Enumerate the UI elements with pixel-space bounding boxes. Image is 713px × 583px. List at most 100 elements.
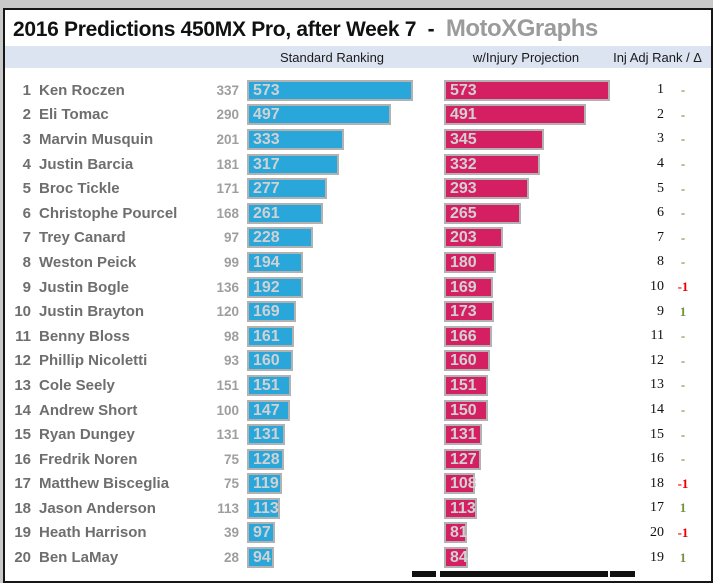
injury-adjusted-rank: 13: [650, 377, 664, 393]
rank-number: 4: [22, 155, 31, 173]
standard-ranking-bar: 169: [247, 301, 296, 323]
standard-ranking-bar-area: 192: [247, 276, 419, 298]
rank-delta: -1: [677, 524, 689, 540]
rank-delta: -: [680, 352, 686, 368]
rider-row: 13 Cole Seely 151 151 151 13-: [5, 373, 711, 398]
standard-ranking-bar: 151: [247, 374, 291, 396]
standard-ranking-bar: 261: [247, 202, 323, 224]
injury-adjusted-rank: 19: [650, 549, 664, 565]
injury-projection-bar: 160: [444, 350, 490, 372]
injury-projection-bar-area: 203: [444, 227, 614, 249]
rider-row: 15 Ryan Dungey 131 131 131 15-: [5, 422, 711, 447]
standard-ranking-bar-area: 169: [247, 301, 419, 323]
rider-name: Justin Bogle: [39, 278, 130, 296]
standard-ranking-bar: 228: [247, 227, 313, 249]
injury-projection-bar-area: 81: [444, 522, 614, 544]
standard-ranking-bar: 128: [247, 448, 284, 470]
standard-ranking-bar: 317: [247, 153, 339, 175]
column-header-standard-ranking: Standard Ranking: [279, 50, 385, 65]
rider-name: Ken Roczen: [39, 81, 125, 99]
rider-row: 9 Justin Bogle 136 192 169 10 -1: [5, 275, 711, 300]
injury-projection-bar-area: 127: [444, 448, 614, 470]
injury-adjusted-rank: 9: [657, 303, 664, 319]
rider-row: 12 Phillip Nicoletti 93 160 160 12-: [5, 349, 711, 374]
standard-ranking-bar-area: 128: [247, 448, 419, 470]
standard-ranking-bar: 147: [247, 399, 290, 421]
rider-name: Ryan Dungey: [39, 426, 135, 444]
standard-ranking-bar-area: 97: [247, 522, 419, 544]
injury-projection-bar: 265: [444, 202, 521, 224]
rank-number: 11: [15, 327, 31, 345]
rank-number: 14: [14, 401, 31, 419]
rider-name: Jason Anderson: [39, 499, 156, 517]
rank-delta: -: [680, 82, 686, 98]
standard-ranking-bar-area: 151: [247, 374, 419, 396]
rank-number: 18: [14, 499, 31, 517]
injury-adjusted-rank: 1: [657, 82, 664, 98]
standard-ranking-bar: 94: [247, 547, 274, 569]
injury-projection-bar: 173: [444, 301, 494, 323]
rider-name: Eli Tomac: [39, 106, 109, 124]
secondary-value: 181: [216, 156, 239, 172]
secondary-value: 75: [223, 476, 239, 492]
rider-name: Justin Barcia: [39, 155, 134, 173]
standard-ranking-bar-area: 113: [247, 497, 419, 519]
injury-projection-bar: 84: [444, 547, 468, 569]
secondary-value: 100: [216, 402, 239, 418]
rider-row: 10 Justin Brayton 120 169 173 9 1: [5, 299, 711, 324]
rank-number: 9: [22, 278, 31, 296]
rider-row: 16 Fredrik Noren 75 128 127 16-: [5, 447, 711, 472]
secondary-value: 151: [216, 377, 239, 393]
injury-projection-bar: 150: [444, 399, 488, 421]
injury-adjusted-rank: 11: [650, 328, 664, 344]
column-header-injury-projection: w/Injury Projection: [472, 50, 580, 65]
rider-name: Justin Brayton: [39, 303, 145, 321]
secondary-value: 39: [223, 525, 239, 541]
injury-adjusted-rank: 8: [657, 254, 664, 270]
standard-ranking-bar-area: 261: [247, 202, 419, 224]
rider-row: 5 Broc Tickle 171 277 293 5-: [5, 176, 711, 201]
injury-projection-bar-area: 151: [444, 374, 614, 396]
standard-ranking-bar: 131: [247, 424, 285, 446]
rank-delta: -: [680, 402, 686, 418]
injury-adjusted-rank: 2: [657, 106, 664, 122]
injury-projection-bar: 151: [444, 374, 488, 396]
rider-row: 7 Trey Canard 97 228 203 7-: [5, 226, 711, 251]
rider-row: 14 Andrew Short 100 147 150 14-: [5, 398, 711, 423]
rank-delta: 1: [679, 500, 687, 516]
secondary-value: 113: [217, 500, 239, 516]
rank-number: 19: [14, 524, 31, 542]
rider-name: Benny Bloss: [39, 327, 130, 345]
rider-row: 3 Marvin Musquin 201 333 345 3-: [5, 127, 711, 152]
standard-ranking-bar-area: 573: [247, 79, 419, 101]
rank-delta: -: [680, 106, 686, 122]
injury-projection-bar-area: 173: [444, 301, 614, 323]
secondary-value: 290: [216, 107, 239, 123]
standard-ranking-bar-area: 119: [247, 473, 419, 495]
page-title: 2016 Predictions 450MX Pro, after Week 7…: [5, 10, 711, 46]
rider-row: 18 Jason Anderson 113 113 113 17 1: [5, 496, 711, 521]
rank-number: 17: [14, 475, 31, 493]
rider-name: Weston Peick: [39, 253, 137, 271]
bottom-axis-mark: [610, 571, 635, 577]
rider-rows: 1 Ken Roczen 337 573 573 1-2 Eli Tomac 290 497 49…: [5, 78, 711, 570]
rider-row: 11 Benny Bloss 98 161 166 11-: [5, 324, 711, 349]
secondary-value: 201: [216, 131, 239, 147]
secondary-value: 168: [216, 205, 239, 221]
rank-delta: -: [680, 254, 686, 270]
secondary-value: 98: [223, 328, 239, 344]
rank-number: 6: [22, 204, 31, 222]
standard-ranking-bar: 277: [247, 178, 327, 200]
injury-adjusted-rank: 14: [650, 402, 664, 418]
injury-adjusted-rank: 5: [657, 180, 664, 196]
rider-row: 19 Heath Harrison 39 97 81 20 -1: [5, 521, 711, 546]
rider-name: Christophe Pourcel: [39, 204, 178, 222]
rank-number: 12: [14, 352, 31, 370]
secondary-value: 99: [223, 254, 239, 270]
injury-projection-bar-area: 108: [444, 473, 614, 495]
standard-ranking-bar: 113: [247, 497, 280, 519]
secondary-value: 97: [223, 230, 239, 246]
rank-delta: -: [680, 156, 686, 172]
bottom-axis-mark: [412, 571, 436, 577]
injury-projection-bar: 180: [444, 251, 496, 273]
